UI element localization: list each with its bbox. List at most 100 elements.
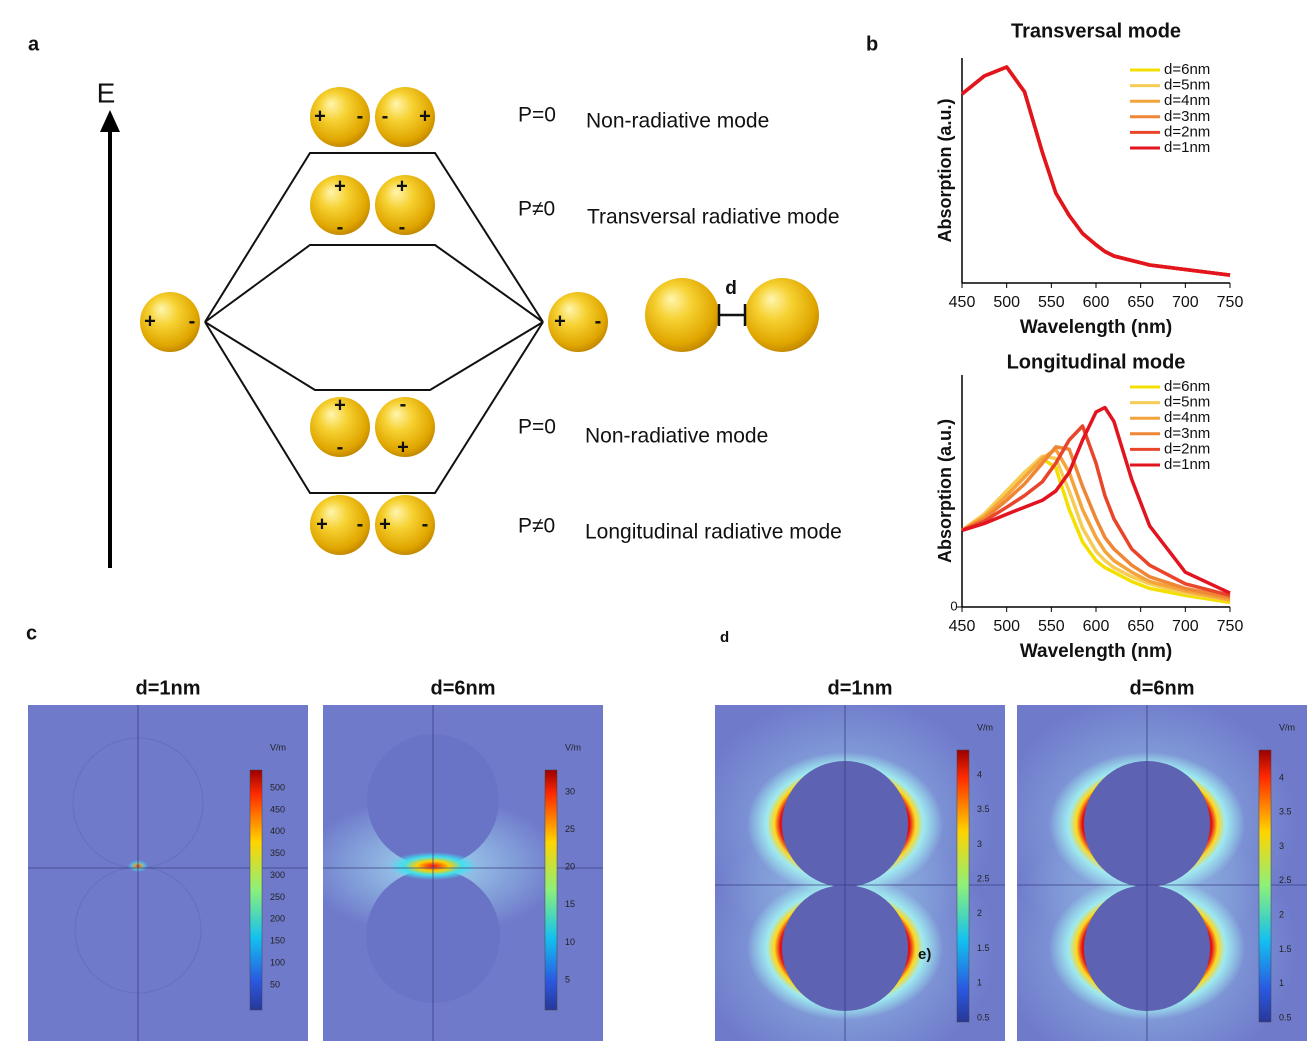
level-line — [205, 153, 543, 322]
colorbar-tick-label: 4 — [1279, 772, 1284, 782]
colorbar-tick-label: 20 — [565, 862, 575, 872]
colorbar-tick-label: 0.5 — [977, 1012, 990, 1022]
colorbar-tick-label: 3 — [1279, 841, 1284, 851]
colorbar-tick-label: 5 — [565, 974, 570, 984]
colorbar-unit: V/m — [977, 722, 993, 732]
map-title: d=6nm — [1129, 677, 1194, 699]
colorbar-tick-label: 0.5 — [1279, 1012, 1292, 1022]
map-title: d=1nm — [827, 677, 892, 699]
colorbar — [545, 770, 557, 1010]
x-axis-label: Wavelength (nm) — [1020, 641, 1172, 662]
field-map: d=6nmV/m30252015105 — [303, 677, 603, 1041]
charge: + — [334, 394, 346, 416]
chart-title: Transversal mode — [1011, 20, 1181, 42]
charge: - — [400, 393, 407, 415]
gap-label: d — [725, 278, 737, 299]
colorbar — [957, 750, 969, 1022]
nanoparticle — [745, 278, 819, 352]
level-lines — [205, 153, 543, 493]
x-tick-label: 500 — [993, 294, 1020, 311]
charge: + — [397, 436, 409, 458]
x-tick-label: 600 — [1083, 618, 1110, 635]
x-tick-label: 650 — [1127, 618, 1154, 635]
x-tick-label: 500 — [993, 618, 1020, 635]
x-tick-label: 550 — [1038, 618, 1065, 635]
colorbar — [1259, 750, 1271, 1022]
x-tick-label: 550 — [1038, 294, 1065, 311]
map-title: d=6nm — [430, 677, 495, 699]
colorbar-tick-label: 1 — [1279, 978, 1284, 988]
panel-label: d — [720, 629, 729, 646]
legend-label: d=4nm — [1164, 409, 1210, 426]
colorbar-tick-label: 15 — [565, 899, 575, 909]
y-tick-label: 0 — [950, 598, 957, 613]
legend-label: d=6nm — [1164, 378, 1210, 395]
colorbar-tick-label: 400 — [270, 826, 285, 836]
colorbar-tick-label: 30 — [565, 786, 575, 796]
charge: + — [419, 105, 431, 127]
colorbar-tick-label: 3.5 — [1279, 807, 1292, 817]
series-line — [962, 459, 1230, 603]
x-tick-label: 650 — [1127, 294, 1154, 311]
map-background — [28, 705, 308, 1041]
colorbar-tick-label: 250 — [270, 892, 285, 902]
legend-label: d=5nm — [1164, 394, 1210, 411]
polarization: P≠0 — [518, 515, 555, 538]
colorbar-tick-label: 1.5 — [1279, 944, 1292, 954]
charge: - — [357, 513, 364, 535]
map-area — [28, 705, 308, 1041]
x-tick-label: 450 — [949, 294, 976, 311]
colorbar-tick-label: 2 — [1279, 910, 1284, 920]
legend-label: d=1nm — [1164, 456, 1210, 473]
charge: - — [595, 310, 602, 332]
charge: - — [189, 310, 196, 332]
chart-title: Longitudinal mode — [1007, 351, 1186, 373]
charge: + — [396, 175, 408, 197]
mode-name: Non-radiative mode — [585, 425, 768, 448]
nanoparticle — [645, 278, 719, 352]
field-maps: d=1nmV/m50045040035030025020015010050d=6… — [28, 677, 1307, 1041]
polarization: P≠0 — [518, 198, 555, 221]
colorbar-tick-label: 4 — [977, 769, 982, 779]
charge: - — [399, 216, 406, 238]
legend-label: d=4nm — [1164, 92, 1210, 109]
x-axis-label: Wavelength (nm) — [1020, 317, 1172, 338]
charge: - — [337, 216, 344, 238]
gap-marker — [719, 304, 745, 326]
colorbar-tick-label: 500 — [270, 782, 285, 792]
colorbar-tick-label: 100 — [270, 957, 285, 967]
colorbar-tick-label: 2.5 — [977, 874, 990, 884]
spectra: Transversal mode Wavelength (nm) Absorptio… — [935, 20, 1244, 662]
colorbar-tick-label: 3 — [977, 839, 982, 849]
colorbar-tick-label: 1.5 — [977, 943, 990, 953]
charge: - — [337, 436, 344, 458]
legend-label: d=1nm — [1164, 139, 1210, 156]
polarization: P=0 — [518, 104, 556, 127]
x-tick-label: 700 — [1172, 618, 1199, 635]
colorbar-tick-label: 2 — [977, 908, 982, 918]
charge: - — [357, 105, 364, 127]
energy-label: E — [97, 77, 116, 108]
y-axis-label: Absorption (a.u.) — [935, 419, 955, 563]
x-tick-label: 600 — [1083, 294, 1110, 311]
polarization: P=0 — [518, 416, 556, 439]
mode-name: Longitudinal radiative mode — [585, 521, 842, 544]
mode-name: Transversal radiative mode — [587, 206, 840, 229]
line-chart: Longitudinal mode Wavelength (nm) Absorpti… — [935, 351, 1244, 662]
energy-diagram: E P=0 Non-radiative mode P≠0 Transversal… — [97, 77, 842, 568]
x-tick-label: 700 — [1172, 294, 1199, 311]
annotation: e) — [918, 946, 931, 963]
colorbar-tick-label: 350 — [270, 848, 285, 858]
charge: - — [422, 513, 429, 535]
arrow-head — [100, 110, 120, 132]
map-area — [303, 705, 603, 1041]
level-line — [205, 245, 543, 322]
charge: + — [314, 105, 326, 127]
charge: + — [379, 513, 391, 535]
colorbar-tick-label: 10 — [565, 937, 575, 947]
panel-label: c — [26, 622, 37, 644]
level-line — [205, 322, 543, 493]
line-chart: Transversal modeWavelength (nm)Absorptio… — [935, 20, 1244, 338]
